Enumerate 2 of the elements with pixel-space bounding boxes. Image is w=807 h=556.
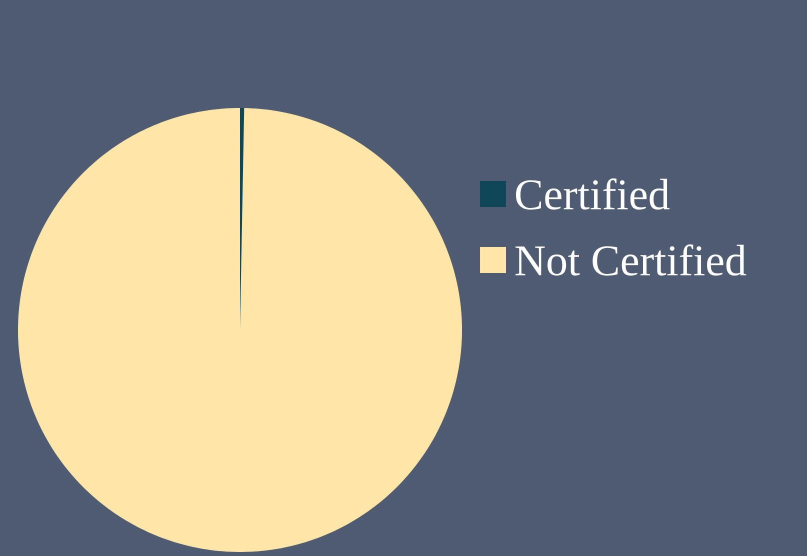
legend-label: Not Certified (515, 244, 746, 276)
legend-label: Certified (516, 178, 670, 210)
